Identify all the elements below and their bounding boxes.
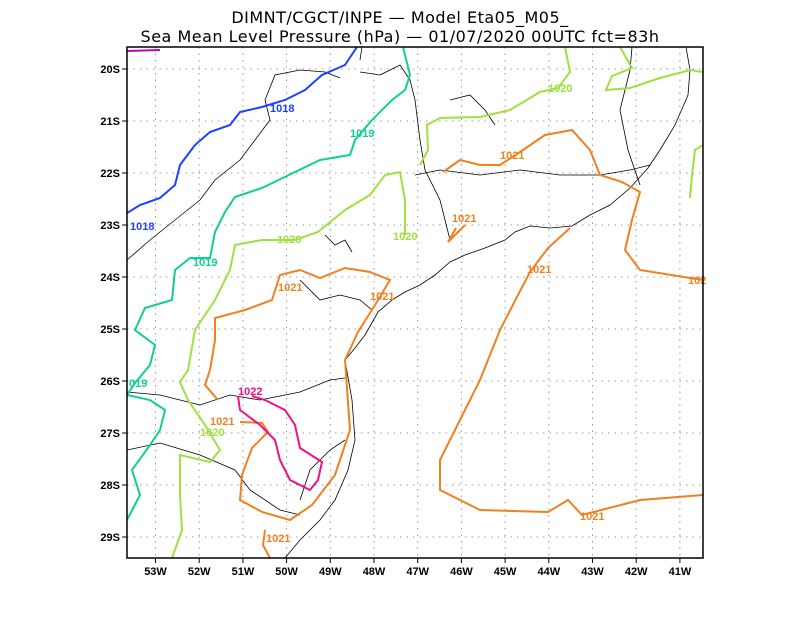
lon-tick-label: 52W: [188, 566, 211, 578]
contour-label: 1021: [527, 264, 551, 276]
lat-tick-label: 22S: [100, 168, 120, 180]
contour-label: 1019: [350, 128, 374, 140]
contour-1020: [171, 170, 406, 558]
contour-1022: [237, 395, 324, 492]
contour-label: 1022: [238, 386, 262, 398]
contour-label: 1021: [500, 150, 524, 162]
lon-tick-label: 41W: [669, 566, 692, 578]
contour-label: 102: [688, 275, 706, 287]
lon-tick-label: 48W: [363, 566, 386, 578]
lat-tick-label: 26S: [100, 376, 120, 388]
lon-tick-label: 53W: [144, 566, 167, 578]
contour-1018: [127, 47, 358, 214]
lat-tick-label: 29S: [100, 532, 120, 544]
lon-tick-label: 44W: [537, 566, 560, 578]
contour-1017: [127, 49, 161, 52]
lat-tick-label: 23S: [100, 220, 120, 232]
contour-1021-sea: [439, 227, 703, 517]
contour-1020-north: [419, 47, 572, 166]
contour-label: 1021: [580, 511, 604, 523]
lat-tick-label: 21S: [100, 116, 120, 128]
lat-tick-label: 20S: [100, 64, 120, 76]
contour-label: 1021: [452, 213, 476, 225]
contour-1021-west: [203, 266, 392, 522]
lon-tick-label: 51W: [232, 566, 255, 578]
lon-tick-label: 45W: [494, 566, 517, 578]
lon-tick-label: 47W: [406, 566, 429, 578]
lon-tick-label: 50W: [275, 566, 298, 578]
contour-1019-south: [127, 394, 167, 521]
contour-label: 1021: [210, 416, 234, 428]
contour-label: 1021: [370, 291, 394, 303]
contour-label: 1020: [277, 234, 301, 246]
chart-title-line1: DIMNT/CGCT/INPE — Model Eta05_M05_: [231, 8, 569, 27]
lat-tick-label: 28S: [100, 480, 120, 492]
contour-1020-ne: [604, 47, 703, 92]
contour-label: 1021: [266, 533, 290, 545]
axis-ticks: 53W 52W 51W 50W 49W 48W 47W 46W 45W 44W 43W 42W 41W 2…: [100, 64, 691, 578]
contour-1019: [127, 47, 412, 396]
contour-label: 1018: [270, 103, 294, 115]
contour-label: 1018: [130, 221, 154, 233]
contour-label: 1020: [548, 83, 572, 95]
grid-lines: [127, 47, 703, 558]
lon-tick-label: 43W: [581, 566, 604, 578]
lat-tick-label: 24S: [100, 272, 120, 284]
lat-tick-label: 27S: [100, 428, 120, 440]
contour-label: 1020: [200, 427, 224, 439]
lon-tick-label: 46W: [450, 566, 473, 578]
contour-1021-south: [261, 529, 271, 558]
contour-label: 1020: [393, 231, 417, 243]
lon-tick-label: 49W: [319, 566, 342, 578]
coastline: [127, 47, 691, 558]
contour-1021-east: [442, 128, 703, 281]
contour-label: 019: [129, 378, 147, 390]
contour-1020-e: [689, 144, 703, 199]
plot-frame: [126, 46, 704, 559]
lat-tick-label: 25S: [100, 324, 120, 336]
lon-tick-label: 42W: [625, 566, 648, 578]
contour-1021-small: [447, 224, 466, 243]
chart-title-line2: Sea Mean Level Pressure (hPa) — 01/07/20…: [140, 27, 660, 46]
contour-label: 1021: [278, 282, 302, 294]
contour-labels: 1018 1018 1019 1019 019 1020 1020 1020 1…: [129, 83, 706, 545]
contour-label: 1019: [193, 257, 217, 269]
